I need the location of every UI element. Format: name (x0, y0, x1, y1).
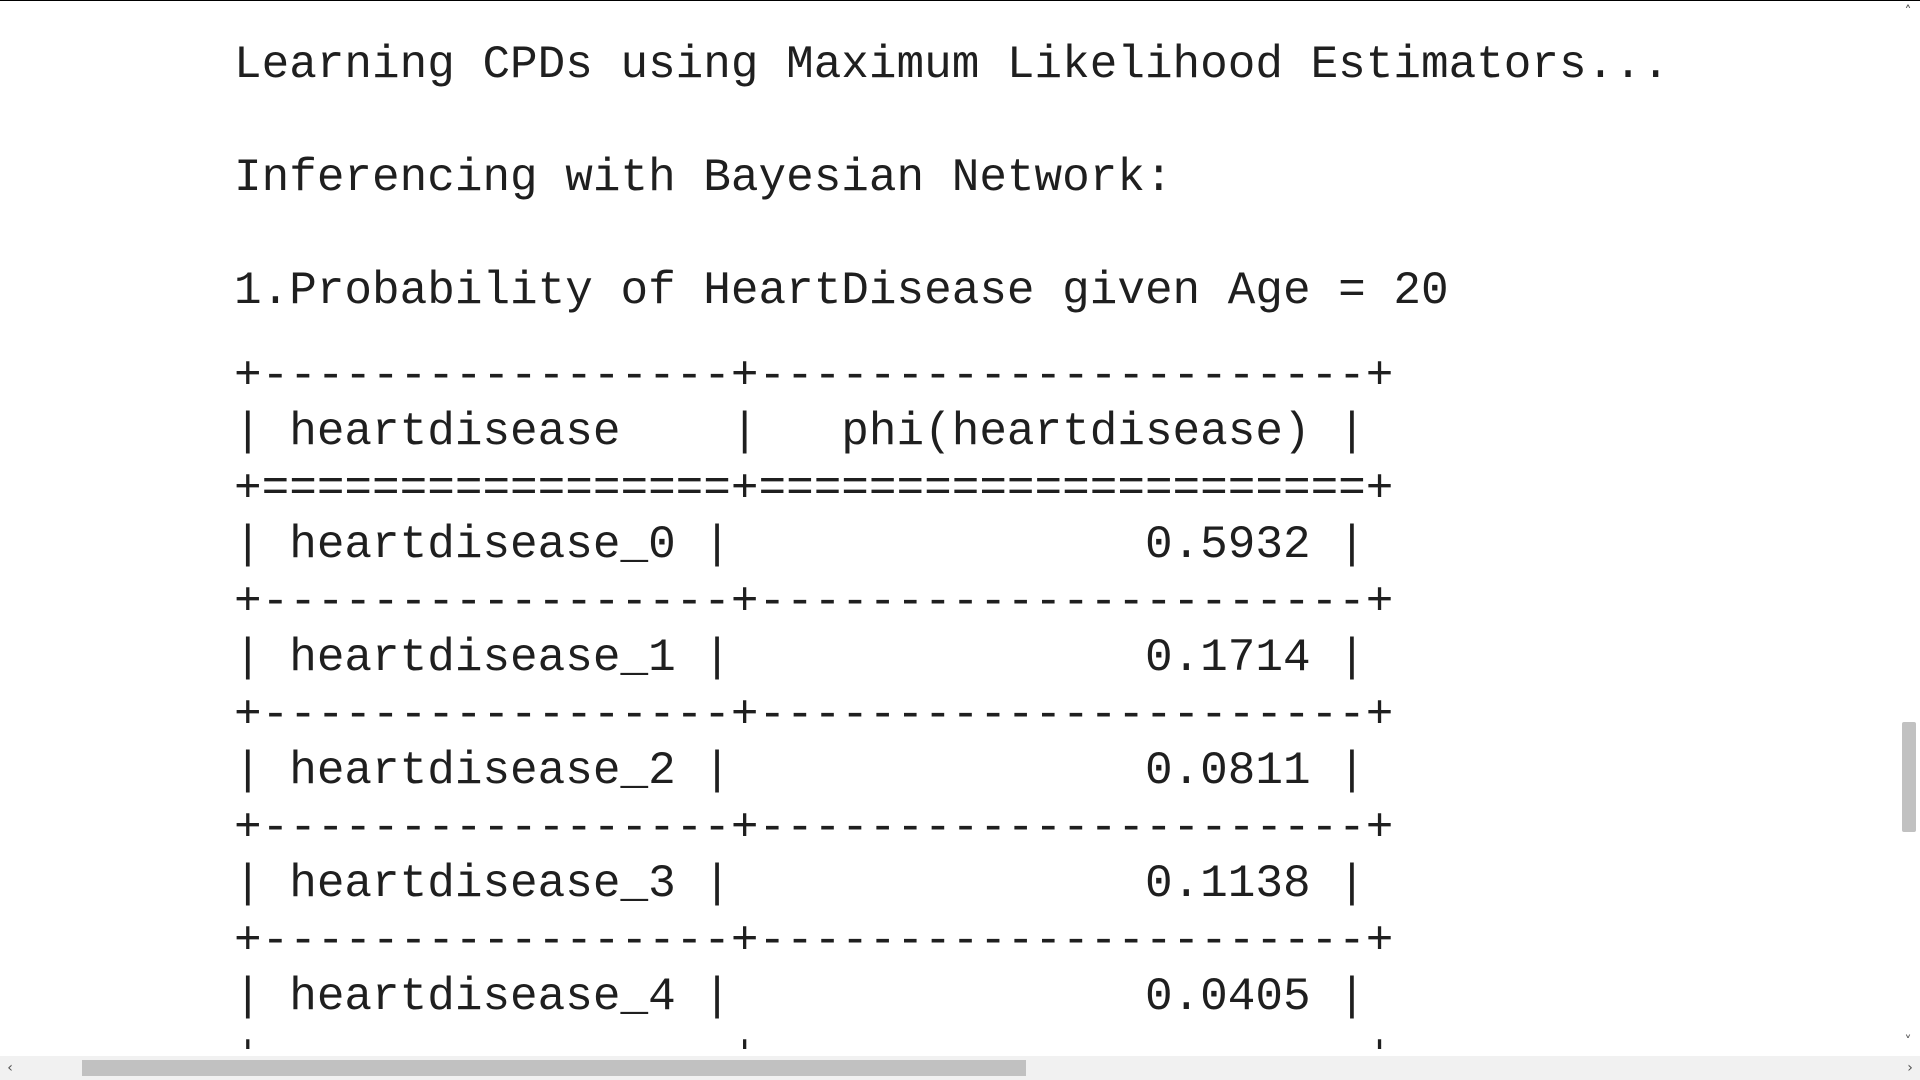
horizontal-scrollbar[interactable]: ‹ › (0, 1056, 1920, 1080)
table-row: | heartdisease_1 | 0.1714 | (234, 632, 1366, 684)
table-row-separator: +-----------------+---------------------… (234, 689, 1394, 741)
scroll-right-icon[interactable]: › (1907, 1060, 1913, 1076)
table-header-row: | heartdisease | phi(heartdisease) | (234, 406, 1366, 458)
probability-table: +-----------------+---------------------… (234, 348, 1884, 1049)
status-line-learning: Learning CPDs using Maximum Likelihood E… (234, 39, 1670, 91)
vertical-scrollbar-thumb[interactable] (1902, 722, 1916, 832)
scroll-up-icon[interactable]: ˄ (1904, 4, 1912, 20)
query-title: 1.Probability of HeartDisease given Age … (234, 265, 1449, 317)
table-row-separator: +-----------------+---------------------… (234, 576, 1394, 628)
table-border-top: +-----------------+---------------------… (234, 350, 1394, 402)
table-row: | heartdisease_3 | 0.1138 | (234, 858, 1366, 910)
table-row-separator: +-----------------+---------------------… (234, 915, 1394, 967)
table-row: | heartdisease_4 | 0.0405 | (234, 971, 1366, 1023)
table-row: | heartdisease_0 | 0.5932 | (234, 519, 1366, 571)
scroll-down-icon[interactable]: ˅ (1904, 1034, 1912, 1050)
console-output: Learning CPDs using Maximum Likelihood E… (234, 9, 1884, 1049)
vertical-scrollbar[interactable]: ˄ ˅ (1894, 2, 1920, 1052)
horizontal-scrollbar-thumb[interactable] (82, 1060, 1026, 1076)
scroll-left-icon[interactable]: ‹ (7, 1060, 13, 1076)
table-row: | heartdisease_2 | 0.0811 | (234, 745, 1366, 797)
table-row-separator: +-----------------+---------------------… (234, 802, 1394, 854)
table-border-bottom: +-----------------+---------------------… (234, 1026, 1884, 1049)
status-line-inferencing: Inferencing with Bayesian Network: (234, 152, 1173, 204)
table-header-separator: +=================+=====================… (234, 463, 1394, 515)
